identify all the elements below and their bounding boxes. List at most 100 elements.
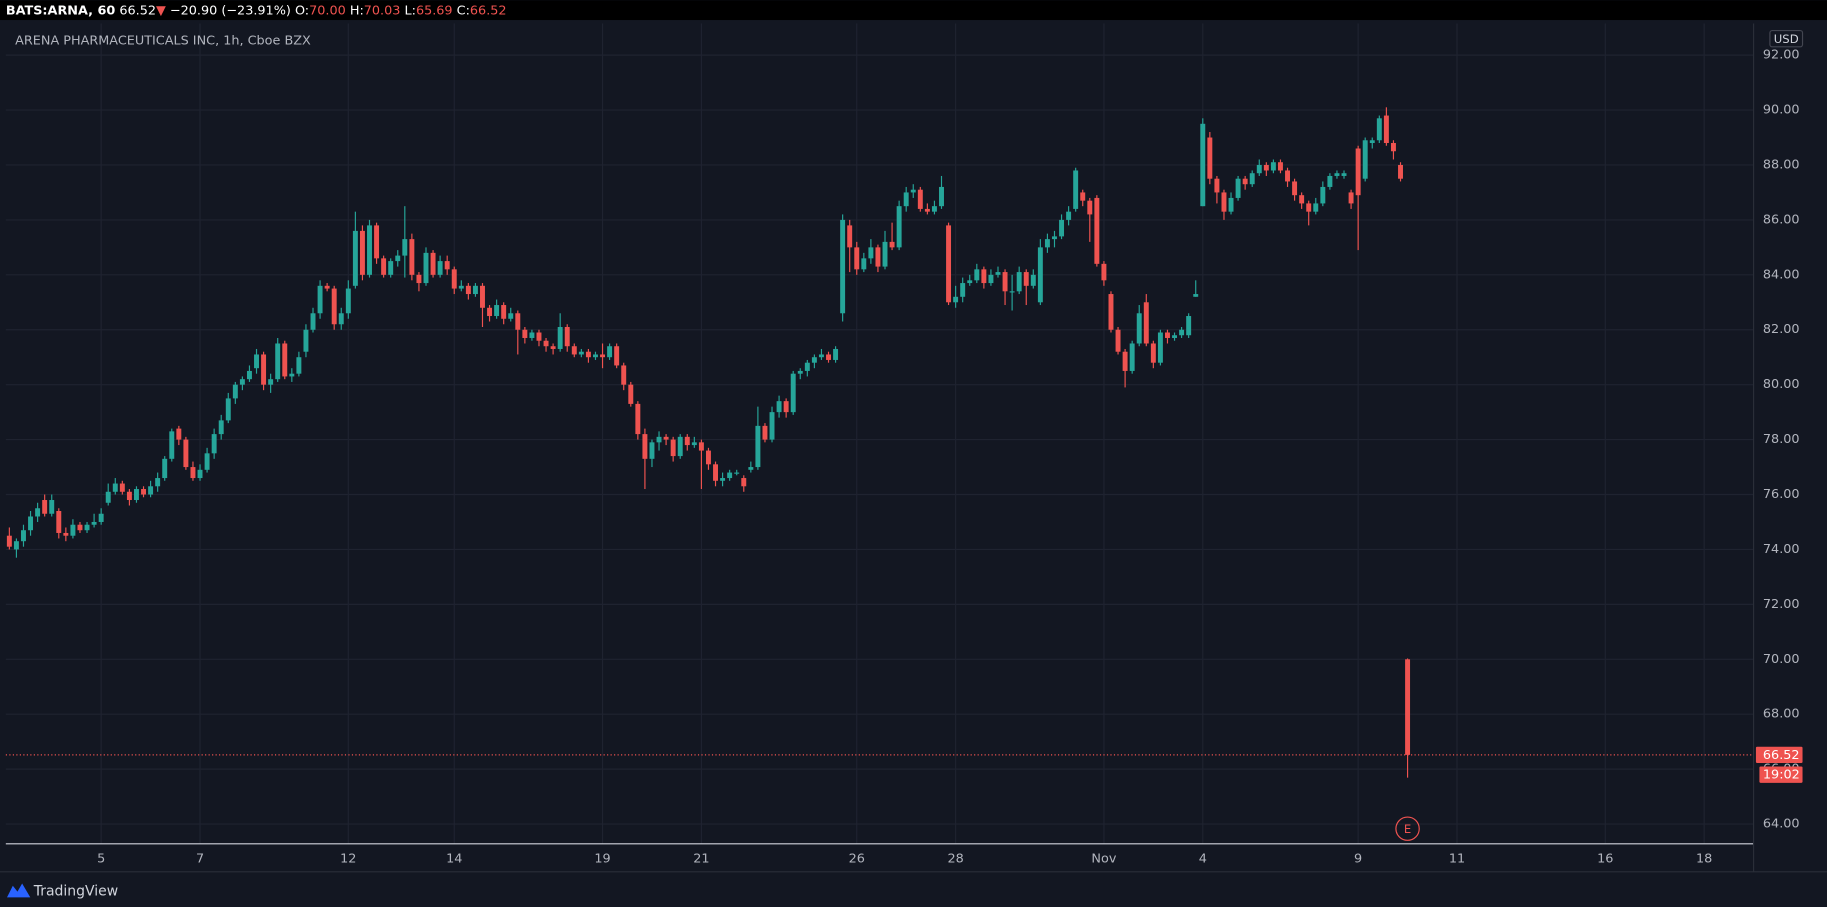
candle-body — [21, 530, 26, 542]
y-tick-label: 92.00 — [1763, 48, 1800, 63]
candle-body — [374, 225, 380, 259]
y-tick-label: 90.00 — [1763, 103, 1800, 118]
candle-body — [600, 354, 606, 358]
candle-body — [296, 357, 302, 374]
candle-body — [1009, 291, 1015, 293]
y-tick-label: 68.00 — [1763, 707, 1800, 722]
candle-body — [388, 261, 394, 275]
x-tick-label: 21 — [693, 851, 709, 866]
candle-body — [1249, 173, 1255, 185]
header-quote: BATS:ARNA, 60 66.52▼ −20.90 (−23.91%) O:… — [6, 3, 507, 18]
candle-body — [56, 510, 62, 533]
candle-body — [691, 442, 697, 446]
candle-body — [1334, 173, 1340, 176]
y-tick-label: 80.00 — [1763, 377, 1800, 392]
candle-body — [458, 285, 464, 289]
candle-body — [1172, 335, 1178, 338]
candle-body — [1094, 197, 1100, 264]
candle-body — [126, 491, 132, 501]
candle-body — [790, 373, 796, 413]
candle-body — [698, 442, 704, 451]
candle-body — [35, 508, 41, 517]
candle-body — [162, 458, 168, 479]
x-tick-label: 12 — [340, 851, 356, 866]
candle-body — [628, 384, 634, 404]
x-tick-label: 11 — [1449, 851, 1465, 866]
change: −20.90 (−23.91%) — [170, 3, 291, 18]
candle-body — [254, 354, 259, 369]
candle-body — [119, 483, 125, 492]
candle-body — [112, 483, 118, 492]
candle-body — [289, 373, 295, 377]
candle-body — [1207, 137, 1213, 179]
price: 66.52 — [119, 3, 156, 18]
candle-body — [896, 206, 902, 248]
high-value: 70.03 — [364, 3, 401, 18]
candle-body — [105, 491, 111, 503]
y-tick-label: 64.00 — [1763, 817, 1800, 832]
candle-body — [649, 442, 655, 459]
x-tick-label: 9 — [1354, 851, 1362, 866]
candle-body — [960, 283, 966, 297]
y-tick-label: 82.00 — [1763, 322, 1800, 337]
x-tick-label: 5 — [97, 851, 105, 866]
candle-body — [331, 288, 337, 325]
candle-body — [1306, 203, 1312, 212]
candle-body — [1200, 123, 1206, 207]
candle-body — [1002, 272, 1008, 292]
candle-body — [804, 362, 810, 371]
candle-body — [42, 500, 48, 514]
y-tick-label: 70.00 — [1763, 652, 1800, 667]
y-tick-label: 72.00 — [1763, 597, 1800, 612]
candle-body — [197, 469, 203, 479]
overlay: 64.0066.0068.0070.0072.0074.0076.0078.00… — [5, 48, 1803, 866]
candle-body — [833, 348, 839, 360]
candle-body — [148, 486, 154, 495]
candle-body — [1150, 343, 1156, 363]
candle-body — [811, 357, 817, 363]
candle-body — [1157, 332, 1163, 363]
close-label: C: — [457, 3, 470, 18]
candle-body — [1052, 236, 1057, 240]
candle-body — [13, 541, 19, 550]
candle-body — [988, 274, 994, 284]
candle-body — [63, 532, 69, 536]
candle-body — [141, 489, 147, 495]
candle-body — [529, 332, 535, 338]
candle-body — [967, 280, 973, 284]
candle-body — [508, 313, 514, 319]
candle-body — [1059, 219, 1065, 237]
candle-body — [543, 340, 549, 347]
candle-body — [1277, 162, 1283, 171]
candle-body — [1101, 263, 1107, 281]
candle-body — [367, 225, 372, 275]
candle-body — [91, 521, 97, 525]
brand-name[interactable]: TradingView — [33, 884, 118, 900]
candle-body — [1193, 294, 1199, 297]
candle-body — [409, 239, 415, 275]
candle-body — [190, 467, 196, 479]
candle-body — [1285, 170, 1290, 182]
candle-body — [783, 401, 789, 413]
candle-body — [1299, 195, 1305, 204]
candle-body — [593, 354, 598, 358]
candle-body — [713, 464, 718, 481]
candle-body — [169, 431, 175, 459]
candle-body — [621, 365, 627, 385]
last-price-box — [1755, 746, 1803, 764]
candle-body — [282, 343, 288, 377]
candle-body — [1016, 272, 1022, 292]
candle-body — [451, 269, 457, 289]
candle-body — [1270, 162, 1276, 171]
candle-body — [1242, 178, 1248, 185]
candle-body — [1383, 115, 1389, 144]
candle-body — [1348, 192, 1354, 204]
x-tick-label: 28 — [947, 851, 963, 866]
candle-body — [1037, 247, 1043, 303]
candle-body — [204, 453, 210, 470]
candle-body — [840, 219, 846, 314]
candle-body — [705, 450, 711, 465]
candle-body — [218, 420, 224, 435]
